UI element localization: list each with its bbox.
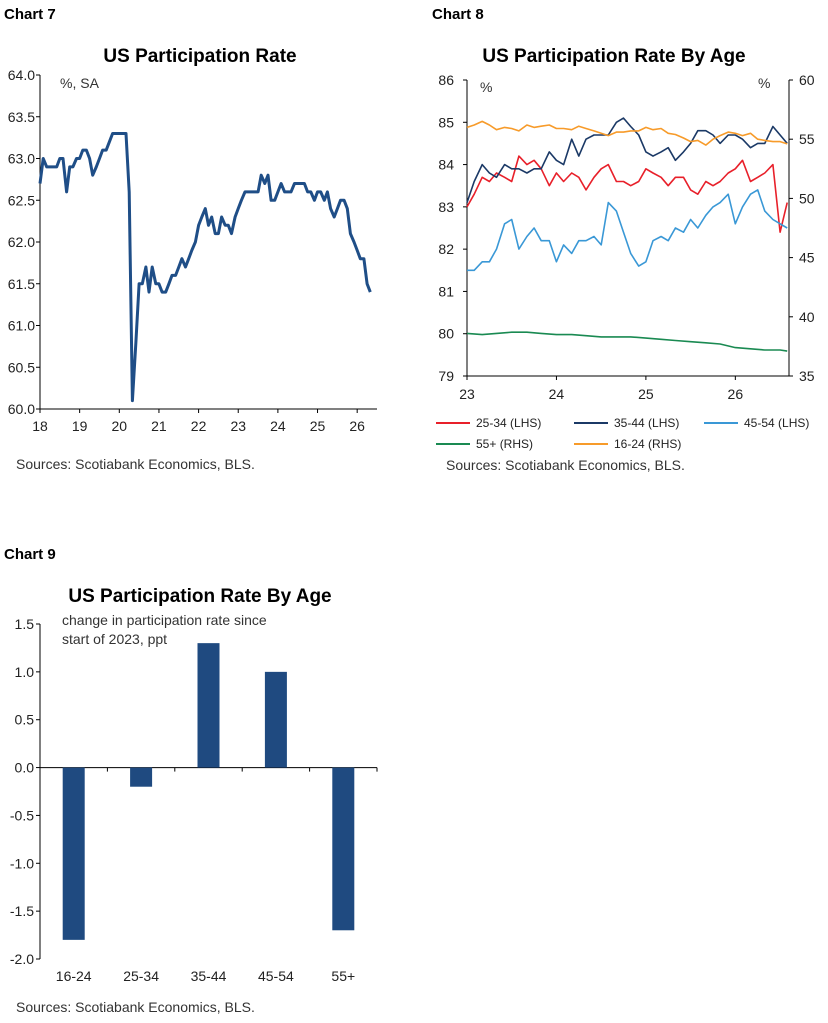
chart-8-title: US Participation Rate By Age bbox=[482, 46, 745, 67]
chart-8-right-tick-label: 55 bbox=[799, 131, 815, 147]
chart-8-series-line-1 bbox=[466, 117, 788, 203]
chart-9-x-tick-label: 35-44 bbox=[191, 968, 227, 984]
chart-7-y-tick-label: 63.0 bbox=[8, 151, 35, 167]
chart-9-y-tick-label: 0.5 bbox=[15, 712, 35, 728]
chart-8-plot bbox=[466, 117, 788, 352]
chart-8-series-line-4 bbox=[466, 120, 788, 146]
chart-9-subtitle-2: start of 2023, ppt bbox=[62, 631, 167, 647]
chart-7-y-tick-label: 62.5 bbox=[8, 192, 35, 208]
chart-9-x-tick-label: 25-34 bbox=[123, 968, 159, 984]
chart-7-x-tick-label: 25 bbox=[310, 418, 326, 434]
chart-9-y-tick-label: 1.5 bbox=[15, 616, 35, 632]
chart-9-x-tick-label: 55+ bbox=[331, 968, 355, 984]
chart-8-source: Sources: Scotiabank Economics, BLS. bbox=[446, 457, 685, 473]
chart-7-series-line bbox=[38, 132, 372, 403]
chart-9-x-tick-label: 45-54 bbox=[258, 968, 294, 984]
chart-7-x-tick-label: 23 bbox=[230, 418, 246, 434]
chart-8-x-tick-label: 23 bbox=[459, 386, 475, 402]
chart-7-x-tick-label: 26 bbox=[349, 418, 365, 434]
chart-9-bar-25-34 bbox=[130, 767, 153, 787]
chart-9-bar-55+ bbox=[332, 767, 355, 931]
chart-9-x-tick-label: 16-24 bbox=[56, 968, 92, 984]
chart-7-y-tick-label: 62.0 bbox=[8, 234, 35, 250]
chart-7-x-tick-label: 19 bbox=[72, 418, 88, 434]
chart-7-y-tick-label: 61.0 bbox=[8, 318, 35, 334]
chart-7-x-tick-label: 18 bbox=[32, 418, 48, 434]
chart-8-right-tick-label: 50 bbox=[799, 190, 815, 206]
chart-7-label: Chart 7 bbox=[4, 6, 56, 23]
chart-8-label: Chart 8 bbox=[432, 6, 484, 23]
chart-8-x-tick-label: 24 bbox=[549, 386, 565, 402]
chart-8-left-tick-label: 85 bbox=[438, 114, 454, 130]
chart-8-right-tick-label: 60 bbox=[799, 72, 815, 88]
chart-7-axes: 60.0 60.5 61.0 61.5 62.0 62.5 63.0 63.5 64.0 18 19… bbox=[8, 67, 377, 434]
chart-8-series-line-2 bbox=[467, 189, 788, 272]
chart-7-unit-label: %, SA bbox=[60, 75, 100, 91]
chart-7-y-tick-label: 63.5 bbox=[8, 109, 35, 125]
chart-9-label: Chart 9 bbox=[4, 546, 56, 563]
chart-8-left-unit: % bbox=[480, 79, 492, 95]
chart-8-x-tick-label: 25 bbox=[638, 386, 654, 402]
chart-7-source: Sources: Scotiabank Economics, BLS. bbox=[16, 456, 255, 472]
chart-9-bar-45-54 bbox=[264, 671, 287, 768]
chart-7-y-tick-label: 60.0 bbox=[8, 401, 35, 417]
chart-7-title: US Participation Rate bbox=[103, 46, 296, 67]
chart-8-right-tick-label: 45 bbox=[799, 250, 815, 266]
chart-9-bar-16-24 bbox=[62, 767, 85, 940]
chart-8-left-tick-label: 86 bbox=[438, 72, 454, 88]
chart-9-y-tick-label: -0.5 bbox=[10, 807, 34, 823]
chart-7-y-tick-label: 64.0 bbox=[8, 67, 35, 83]
chart-9-y-tick-label: -1.0 bbox=[10, 855, 34, 871]
chart-8-left-tick-label: 84 bbox=[438, 157, 454, 173]
chart-8-left-tick-label: 81 bbox=[438, 283, 454, 299]
chart-7-y-tick-label: 61.5 bbox=[8, 276, 35, 292]
chart-7-plot bbox=[38, 132, 372, 403]
chart-8-right-unit: % bbox=[758, 75, 770, 91]
chart-8-series-line-0 bbox=[466, 155, 788, 233]
chart-9-y-tick-label: 1.0 bbox=[15, 664, 35, 680]
chart-8-left-tick-label: 79 bbox=[438, 368, 454, 384]
chart-8-legend-label: 55+ (RHS) bbox=[476, 437, 533, 451]
chart-8-legend-label: 35-44 (LHS) bbox=[614, 416, 679, 430]
chart-7-y-tick-label: 60.5 bbox=[8, 359, 35, 375]
chart-8-left-tick-label: 83 bbox=[438, 199, 454, 215]
chart-8-legend: 25-34 (LHS) 35-44 (LHS) 45-54 (LHS) 55+ (RH… bbox=[436, 416, 809, 451]
chart-7-x-tick-label: 21 bbox=[151, 418, 167, 434]
chart-9-y-tick-label: -2.0 bbox=[10, 951, 34, 967]
chart-9: US Participation Rate By Age change in p… bbox=[10, 586, 378, 1015]
chart-8-axes: 79 80 81 82 83 84 85 86 35 40 45 50 55 60 23 24 25 26 bbox=[438, 72, 814, 402]
chart-9-axes: -2.0 -1.5 -1.0 -0.5 0.0 0.5 1.0 1.5 16-24 25-34 35… bbox=[10, 616, 378, 984]
chart-7-x-tick-label: 22 bbox=[191, 418, 207, 434]
chart-9-subtitle-1: change in participation rate since bbox=[62, 612, 267, 628]
chart-8-right-tick-label: 35 bbox=[799, 368, 815, 384]
chart-8-series-line-3 bbox=[466, 331, 788, 352]
chart-8-left-tick-label: 82 bbox=[438, 241, 454, 257]
chart-7: US Participation Rate %, SA 60.0 60.5 61.0… bbox=[8, 46, 377, 472]
chart-9-bar-35-44 bbox=[197, 643, 220, 768]
chart-8-legend-label: 25-34 (LHS) bbox=[476, 416, 541, 430]
chart-9-y-tick-label: 0.0 bbox=[15, 760, 35, 776]
chart-8-right-tick-label: 40 bbox=[799, 309, 815, 325]
chart-8-x-tick-label: 26 bbox=[728, 386, 744, 402]
chart-9-y-tick-label: -1.5 bbox=[10, 903, 34, 919]
chart-7-x-tick-label: 20 bbox=[112, 418, 128, 434]
chart-8-legend-label: 16-24 (RHS) bbox=[614, 437, 681, 451]
chart-9-plot bbox=[62, 643, 355, 940]
chart-9-title: US Participation Rate By Age bbox=[68, 586, 331, 607]
chart-8-left-tick-label: 80 bbox=[438, 326, 454, 342]
chart-8-legend-label: 45-54 (LHS) bbox=[744, 416, 809, 430]
chart-7-x-tick-label: 24 bbox=[270, 418, 286, 434]
chart-8: US Participation Rate By Age % % 79 80 81 8… bbox=[436, 46, 815, 473]
chart-9-source: Sources: Scotiabank Economics, BLS. bbox=[16, 999, 255, 1015]
